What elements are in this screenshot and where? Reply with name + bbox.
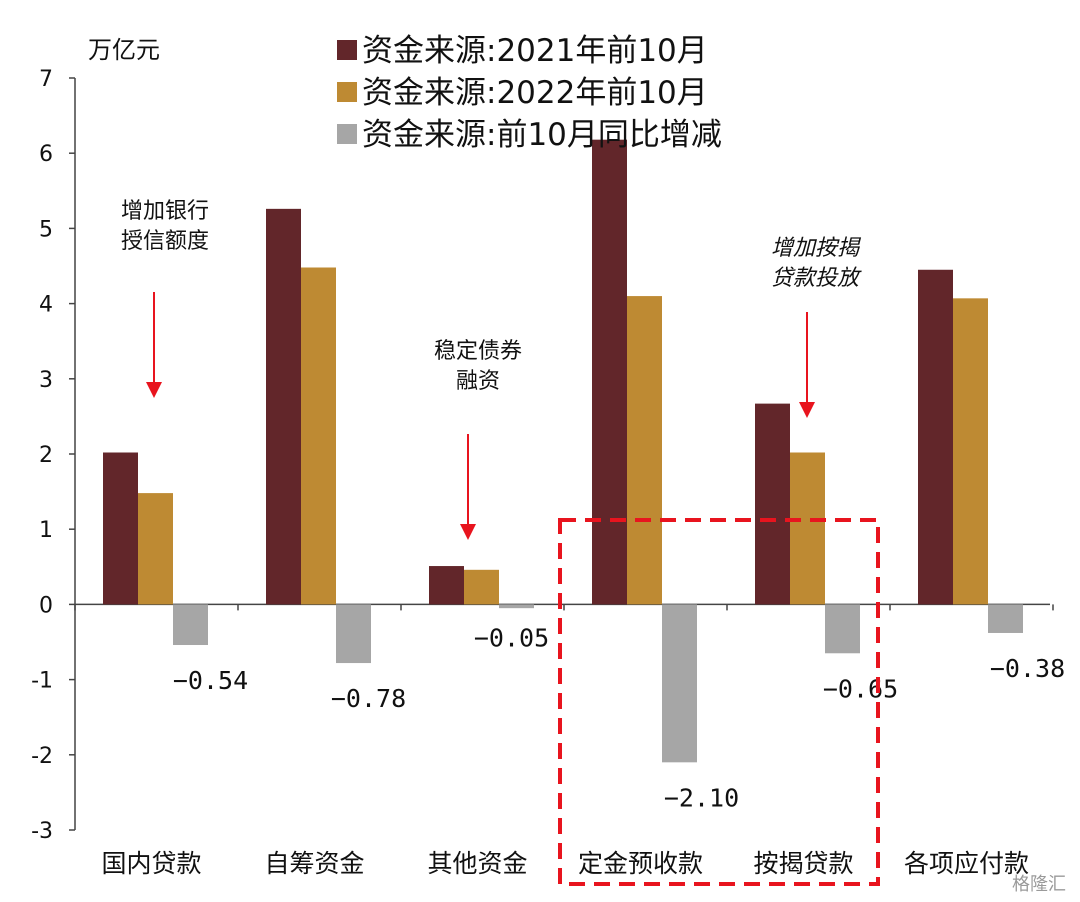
y-tick-label: 6 [39, 142, 53, 167]
legend-swatch [337, 82, 357, 102]
annotation-text: 稳定债券 [434, 339, 522, 364]
y-tick-label: 3 [39, 368, 53, 393]
category-label: 各项应付款 [904, 849, 1029, 878]
labels-layer: −0.54 −0.78 −0.05 −2.10 −0.65 −0.38 [173, 623, 1065, 812]
legend-label: 资金来源:2022年前10月 [362, 75, 708, 111]
bar-series-3 [662, 604, 697, 763]
bar-series-3 [173, 604, 208, 646]
legend-swatch [337, 40, 357, 60]
bars-layer [103, 139, 1023, 763]
data-label: −2.10 [664, 783, 739, 812]
data-label: −0.54 [173, 666, 248, 695]
highlight-box [558, 518, 880, 886]
bar-series-3 [825, 604, 860, 654]
bar-series-3 [336, 604, 371, 664]
legend-label: 资金来源:2021年前10月 [362, 33, 708, 69]
bar-series-3 [988, 604, 1023, 633]
annotation-text: 增加按揭 [771, 236, 862, 261]
bar-series-2 [301, 267, 336, 605]
axis-layer: 7 6 5 4 3 2 1 0 -1 -2 -3 国内贷款 自筹资金 其他资金 定金预收款 按揭贷款 各项应付款 [31, 67, 1054, 878]
bar-series-1 [918, 269, 953, 605]
y-tick-label: 0 [39, 593, 53, 618]
data-label: −0.05 [474, 623, 549, 652]
bar-series-1 [266, 208, 301, 605]
legend: 资金来源:2021年前10月资金来源:2022年前10月资金来源:前10月同比增… [337, 33, 722, 153]
y-tick-label: 4 [39, 293, 53, 318]
annotation-text: 贷款投放 [771, 266, 862, 291]
bar-series-2 [627, 296, 662, 605]
y-tick-label: 2 [39, 443, 53, 468]
y-tick-label: -1 [31, 669, 53, 694]
legend-label: 资金来源:前10月同比增减 [362, 117, 722, 153]
y-tick-label: 1 [39, 518, 53, 543]
bar-series-2 [953, 298, 988, 605]
data-label: −0.78 [331, 684, 406, 713]
arrow-head-icon [146, 382, 162, 398]
y-tick-label: -2 [31, 744, 53, 769]
bar-series-1 [755, 403, 790, 605]
legend-swatch [337, 124, 357, 144]
category-label: 按揭贷款 [753, 849, 853, 878]
y-tick-label: -3 [31, 819, 53, 844]
bar-series-1 [429, 566, 464, 605]
annotation-text: 授信额度 [121, 229, 209, 254]
y-tick-label: 5 [39, 217, 53, 242]
category-label: 其他资金 [427, 849, 527, 878]
category-label: 定金预收款 [578, 849, 703, 878]
category-label: 自筹资金 [264, 849, 364, 878]
bar-series-1 [592, 139, 627, 605]
bar-series-3 [499, 604, 534, 609]
data-label: −0.38 [990, 654, 1065, 683]
y-tick-label: 7 [39, 67, 53, 92]
watermark-text: 格隆汇 [1012, 874, 1066, 895]
arrow-head-icon [460, 524, 476, 540]
annotation-text: 融资 [456, 369, 500, 394]
data-label: −0.65 [823, 674, 898, 703]
highlight-box-layer [558, 518, 880, 886]
annotation-text: 增加银行 [121, 199, 209, 224]
bar-series-2 [790, 452, 825, 605]
arrow-head-icon [799, 402, 815, 418]
category-label: 国内贷款 [101, 849, 201, 878]
bar-series-1 [103, 452, 138, 605]
y-axis-unit: 万亿元 [88, 36, 160, 64]
bar-series-2 [464, 569, 499, 605]
bar-series-2 [138, 493, 173, 605]
